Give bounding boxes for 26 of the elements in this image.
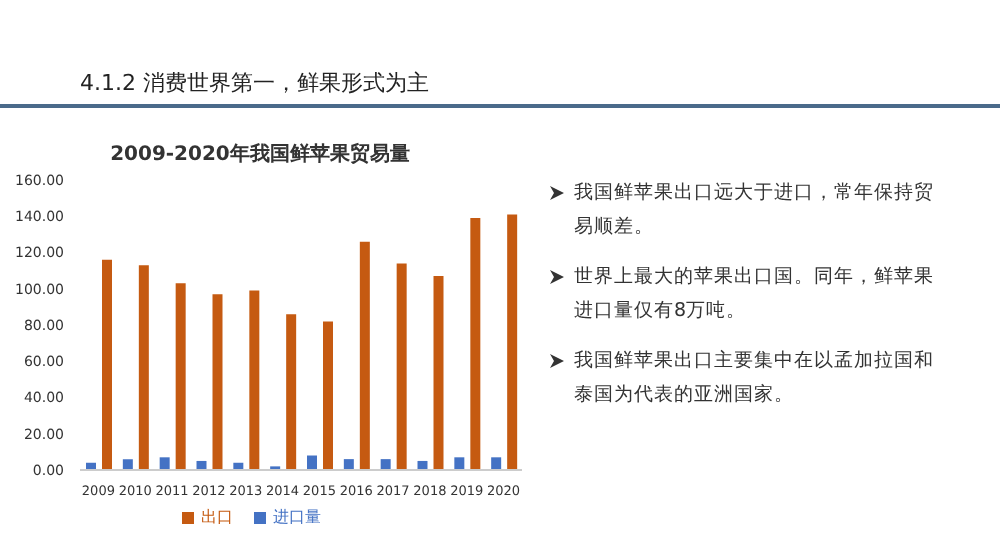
bar xyxy=(507,214,518,470)
bar xyxy=(307,455,317,470)
text: 我国鲜苹果出口远大于进口，常年保持贸易顺差。 xyxy=(572,180,936,242)
bar xyxy=(470,218,481,470)
bar xyxy=(122,459,133,470)
bar xyxy=(159,457,170,470)
bar xyxy=(433,276,444,470)
bar xyxy=(343,459,354,470)
bar xyxy=(249,290,260,470)
bar xyxy=(212,294,223,470)
bar xyxy=(359,241,370,470)
text: 世界上最大的苹果出口国。同年，鲜苹果进口量仅有8万吨。 xyxy=(572,264,936,326)
bar xyxy=(138,265,149,470)
bar xyxy=(454,457,465,470)
chart-title: 4.1.2 消费世界第一，鲜果形式为主 xyxy=(80,68,429,98)
bar xyxy=(175,283,186,470)
text: 我国鲜苹果出口主要集中在以孟加拉国和泰国为代表的亚洲国家。 xyxy=(572,348,936,410)
legend-label: 进口量 xyxy=(273,508,321,526)
bar xyxy=(323,321,333,470)
bar xyxy=(286,314,297,470)
bar xyxy=(491,457,502,470)
bar xyxy=(102,259,112,470)
bar xyxy=(396,263,407,470)
chart-subtitle: 2009-2020年我国鲜苹果贸易量 xyxy=(108,141,412,168)
bar xyxy=(380,459,391,470)
legend-label: 出口 xyxy=(201,508,233,526)
